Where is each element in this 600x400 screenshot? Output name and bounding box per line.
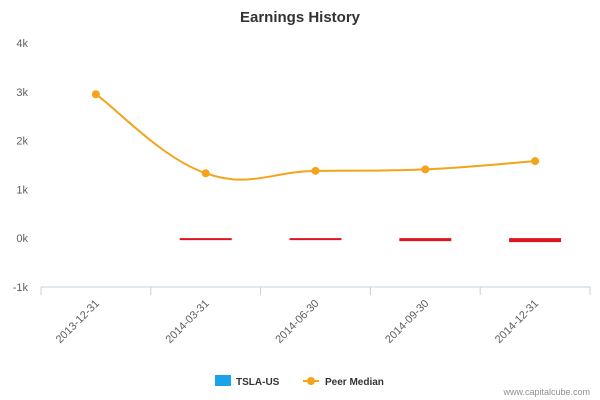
legend-label-tsla: TSLA-US	[236, 377, 280, 388]
legend-marker-peer-median	[307, 377, 315, 385]
x-tick-label: 2014-06-30	[273, 298, 321, 346]
legend-item-tsla[interactable]: TSLA-US	[215, 375, 280, 388]
peer-median-series	[91, 90, 540, 181]
y-tick-label: 3k	[16, 87, 28, 99]
y-tick-label: 2k	[16, 136, 28, 148]
x-tick-label: 2014-12-31	[493, 298, 541, 346]
y-tick-label: -1k	[13, 282, 29, 294]
peer-median-point[interactable]	[311, 166, 320, 175]
legend-swatch-tsla	[215, 375, 231, 386]
peer-median-point[interactable]	[531, 157, 540, 166]
legend-item-peer-median[interactable]: Peer Median	[303, 377, 384, 388]
legend-label-peer-median: Peer Median	[325, 377, 384, 388]
legend: TSLA-US Peer Median	[215, 375, 384, 388]
y-tick-label: 4k	[16, 38, 28, 50]
estimate-marks	[179, 238, 562, 243]
y-tick-label: 1k	[16, 184, 28, 196]
y-axis: -1k 0k 1k 2k 3k 4k	[13, 38, 29, 294]
chart-title: Earnings History	[240, 9, 361, 26]
x-tick-label: 2014-09-30	[383, 298, 431, 346]
peer-median-point[interactable]	[201, 169, 210, 178]
y-tick-label: 0k	[16, 233, 28, 245]
x-tick-label: 2013-12-31	[54, 298, 102, 346]
x-tick-label: 2014-03-31	[164, 298, 212, 346]
peer-median-point[interactable]	[421, 165, 430, 174]
credit-text: www.capitalcube.com	[502, 387, 590, 397]
x-axis: 2013-12-31 2014-03-31 2014-06-30 2014-09-30…	[40, 286, 591, 346]
peer-median-point[interactable]	[91, 90, 100, 99]
